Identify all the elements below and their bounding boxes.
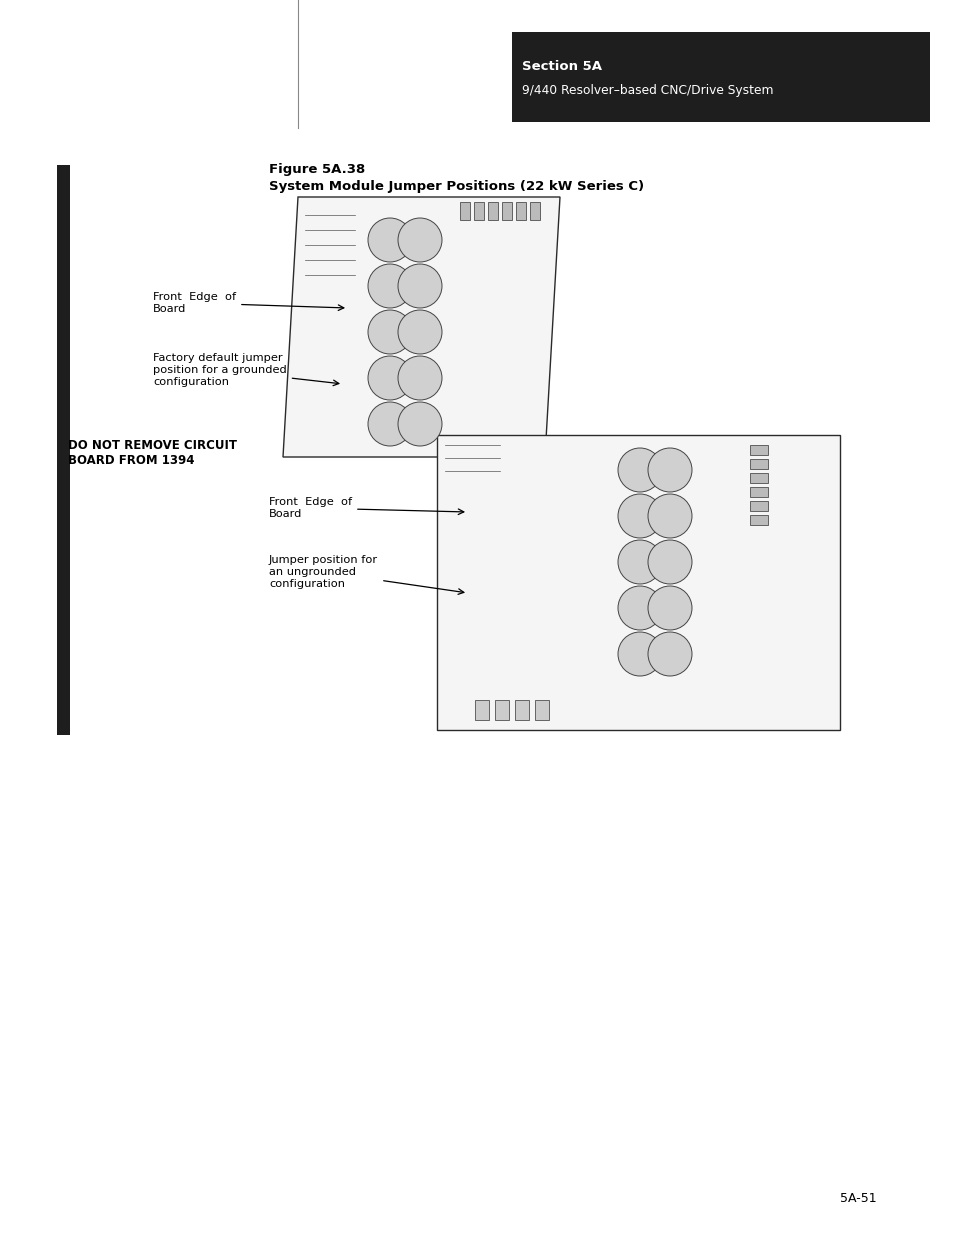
Text: 9/440 Resolver–based CNC/Drive System: 9/440 Resolver–based CNC/Drive System (521, 84, 773, 98)
Text: System Module Jumper Positions (22 kW Series C): System Module Jumper Positions (22 kW Se… (269, 180, 643, 193)
Circle shape (618, 494, 661, 538)
Circle shape (397, 219, 441, 262)
Bar (749, 515, 767, 525)
Bar (57, 165, 70, 735)
Circle shape (397, 403, 441, 446)
Circle shape (647, 494, 691, 538)
Bar (501, 203, 512, 220)
Text: 5A-51: 5A-51 (840, 1192, 876, 1205)
Circle shape (368, 403, 412, 446)
Bar (530, 203, 539, 220)
Circle shape (368, 356, 412, 400)
Text: Section 5A: Section 5A (521, 61, 601, 73)
Bar (512, 32, 929, 122)
Bar (459, 203, 470, 220)
Polygon shape (283, 198, 559, 457)
Circle shape (618, 585, 661, 630)
Circle shape (647, 585, 691, 630)
Text: Jumper position for
an ungrounded
configuration: Jumper position for an ungrounded config… (269, 556, 463, 594)
Text: Factory default jumper
position for a grounded
configuration: Factory default jumper position for a gr… (152, 353, 338, 387)
Circle shape (618, 448, 661, 492)
Circle shape (397, 310, 441, 354)
Bar (515, 700, 529, 720)
Bar (488, 203, 497, 220)
Bar (474, 203, 483, 220)
Bar (535, 700, 548, 720)
Circle shape (397, 264, 441, 308)
Bar (495, 700, 509, 720)
Bar (749, 473, 767, 483)
Circle shape (618, 632, 661, 676)
Bar (749, 501, 767, 511)
Polygon shape (436, 435, 840, 730)
Circle shape (397, 356, 441, 400)
Bar (516, 203, 525, 220)
Text: DO NOT REMOVE CIRCUIT
BOARD FROM 1394: DO NOT REMOVE CIRCUIT BOARD FROM 1394 (68, 438, 236, 467)
Bar (475, 700, 489, 720)
Bar (749, 459, 767, 469)
Text: Figure 5A.38: Figure 5A.38 (269, 163, 365, 177)
Circle shape (368, 264, 412, 308)
Text: Front  Edge  of
Board: Front Edge of Board (152, 293, 343, 314)
Circle shape (647, 448, 691, 492)
Circle shape (618, 540, 661, 584)
Text: Front  Edge  of
Board: Front Edge of Board (269, 498, 463, 519)
Circle shape (647, 540, 691, 584)
Circle shape (647, 632, 691, 676)
Circle shape (368, 310, 412, 354)
Circle shape (368, 219, 412, 262)
Bar (749, 487, 767, 496)
Bar (749, 445, 767, 454)
